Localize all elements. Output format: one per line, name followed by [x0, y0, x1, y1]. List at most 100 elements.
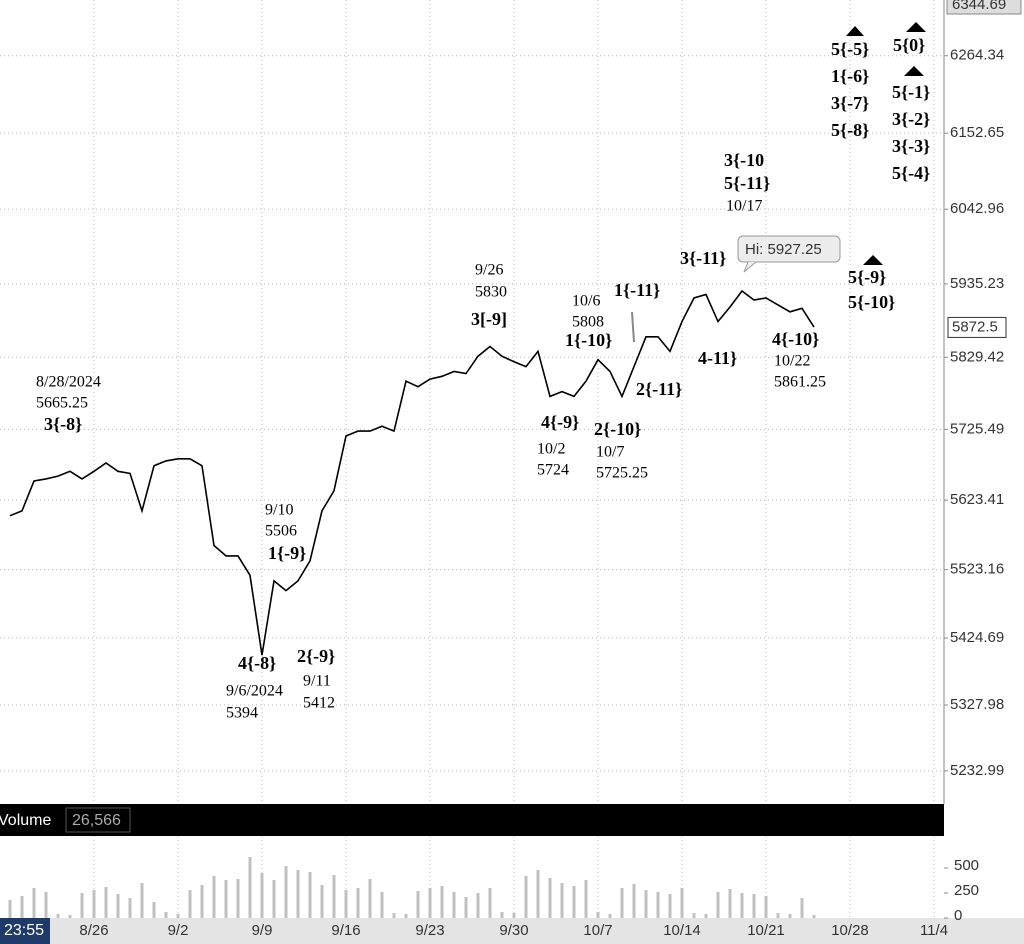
triangle — [863, 255, 883, 265]
volume-bar — [92, 890, 96, 918]
volume-bar — [632, 884, 636, 918]
y-max-box — [946, 0, 1022, 15]
volume-bar — [476, 893, 480, 918]
annotation: 5394 — [226, 705, 258, 722]
volume-bar — [596, 912, 600, 918]
grid — [0, 0, 944, 918]
annotation: 5{-5} — [831, 39, 869, 59]
x-tick-label: 9/9 — [252, 922, 273, 939]
y-tick-label: 6042.96 — [950, 200, 1004, 217]
y-max-label: 6344.69 — [952, 0, 1006, 13]
volume-bar — [500, 912, 504, 918]
volume-bar — [8, 900, 12, 918]
annotation: 10/2 — [537, 441, 565, 458]
volume-bar — [560, 883, 564, 918]
volume-bar — [416, 891, 420, 918]
x-tick-label: 11/4 — [920, 922, 948, 939]
x-tick-label: 10/28 — [831, 922, 869, 939]
y-tick-label: 5232.99 — [950, 762, 1004, 779]
annotation: 4{-10} — [772, 329, 819, 349]
annotation: 4{-9} — [541, 412, 579, 432]
annotation: 5808 — [572, 314, 604, 331]
annotation: 5830 — [475, 284, 507, 301]
volume-bar — [536, 870, 540, 918]
volume-bar — [668, 894, 672, 918]
annotation: 4-11} — [698, 348, 737, 368]
annotation: 5{-9} — [848, 267, 886, 287]
annotation: 3{-10 — [724, 150, 764, 170]
x-tick-label: 9/23 — [415, 922, 444, 939]
volume-bar — [248, 857, 252, 918]
volume-bar — [608, 914, 612, 918]
hi-box — [737, 235, 841, 263]
annotation: 3[-9] — [471, 309, 507, 329]
x-tick-label: 8/26 — [79, 922, 108, 939]
volume-bar — [404, 914, 408, 918]
volume-bar — [800, 898, 804, 918]
annotation: 5{-4} — [892, 163, 930, 183]
annotation: 3{-11} — [680, 248, 726, 268]
y-tick-label: 5327.98 — [950, 696, 1004, 713]
volume-bar — [728, 889, 732, 918]
volume-bar — [764, 896, 768, 918]
volume-bar — [68, 915, 72, 918]
volume-bar — [704, 914, 708, 918]
last-price-box — [947, 316, 1007, 338]
volume-bar — [80, 893, 84, 918]
annotation: 9/6/2024 — [226, 683, 283, 700]
volume-bar — [332, 875, 336, 918]
annotation: 1{-6} — [831, 66, 869, 86]
annotation: 3{-3} — [892, 136, 930, 156]
volume-bar — [548, 878, 552, 918]
triangle — [904, 66, 924, 76]
volume-bar — [272, 880, 276, 918]
annotation: 5{-1} — [892, 82, 930, 102]
time-label: 23:55 — [4, 922, 44, 939]
volume-bar — [776, 913, 780, 918]
marker-line — [631, 311, 635, 343]
volume-bar — [680, 888, 684, 918]
volume-bar — [356, 888, 360, 918]
annotation: 8/28/2024 — [36, 374, 101, 391]
volume-bar — [308, 872, 312, 918]
volume-bar — [512, 913, 516, 918]
y-tick-label: 5424.69 — [950, 629, 1004, 646]
volume-bar — [452, 892, 456, 918]
triangle — [906, 22, 926, 32]
y-tick-label: 5623.41 — [950, 491, 1004, 508]
annotation: 5725.25 — [596, 465, 648, 482]
annotation: 10/7 — [596, 444, 624, 461]
volume-box — [65, 807, 131, 833]
volume-title: Volume — [0, 812, 51, 829]
volume-tick-label: 250 — [954, 882, 979, 899]
annotation: 5861.25 — [774, 374, 826, 391]
volume-bar — [260, 873, 264, 918]
last-price: 5872.5 — [952, 318, 998, 335]
triangles — [846, 22, 926, 265]
x-tick-label: 9/16 — [331, 922, 360, 939]
volume-bar — [320, 885, 324, 918]
x-tick-label: 10/14 — [663, 922, 701, 939]
volume-bar — [368, 879, 372, 918]
annotation: 5{-11} — [724, 173, 770, 193]
annotation: 9/10 — [265, 502, 293, 519]
y-tick-label: 5523.16 — [950, 561, 1004, 578]
annotation: 3{-2} — [892, 109, 930, 129]
volume-bar — [116, 894, 120, 918]
annotation: 5412 — [303, 695, 335, 712]
volume-bar — [464, 897, 468, 918]
volume-bar — [752, 894, 756, 918]
y-tick-label: 5725.49 — [950, 420, 1004, 437]
volume-bar — [284, 866, 288, 918]
price-line — [9, 289, 815, 656]
volume-bar — [224, 880, 228, 918]
volume-bar — [740, 893, 744, 918]
volume-bar — [380, 892, 384, 918]
annotation: 5724 — [537, 462, 569, 479]
x-axis-bar — [0, 918, 1024, 944]
volume-bar — [620, 888, 624, 918]
annotation: 10/22 — [774, 353, 810, 370]
annotation: 4{-8} — [238, 653, 276, 673]
